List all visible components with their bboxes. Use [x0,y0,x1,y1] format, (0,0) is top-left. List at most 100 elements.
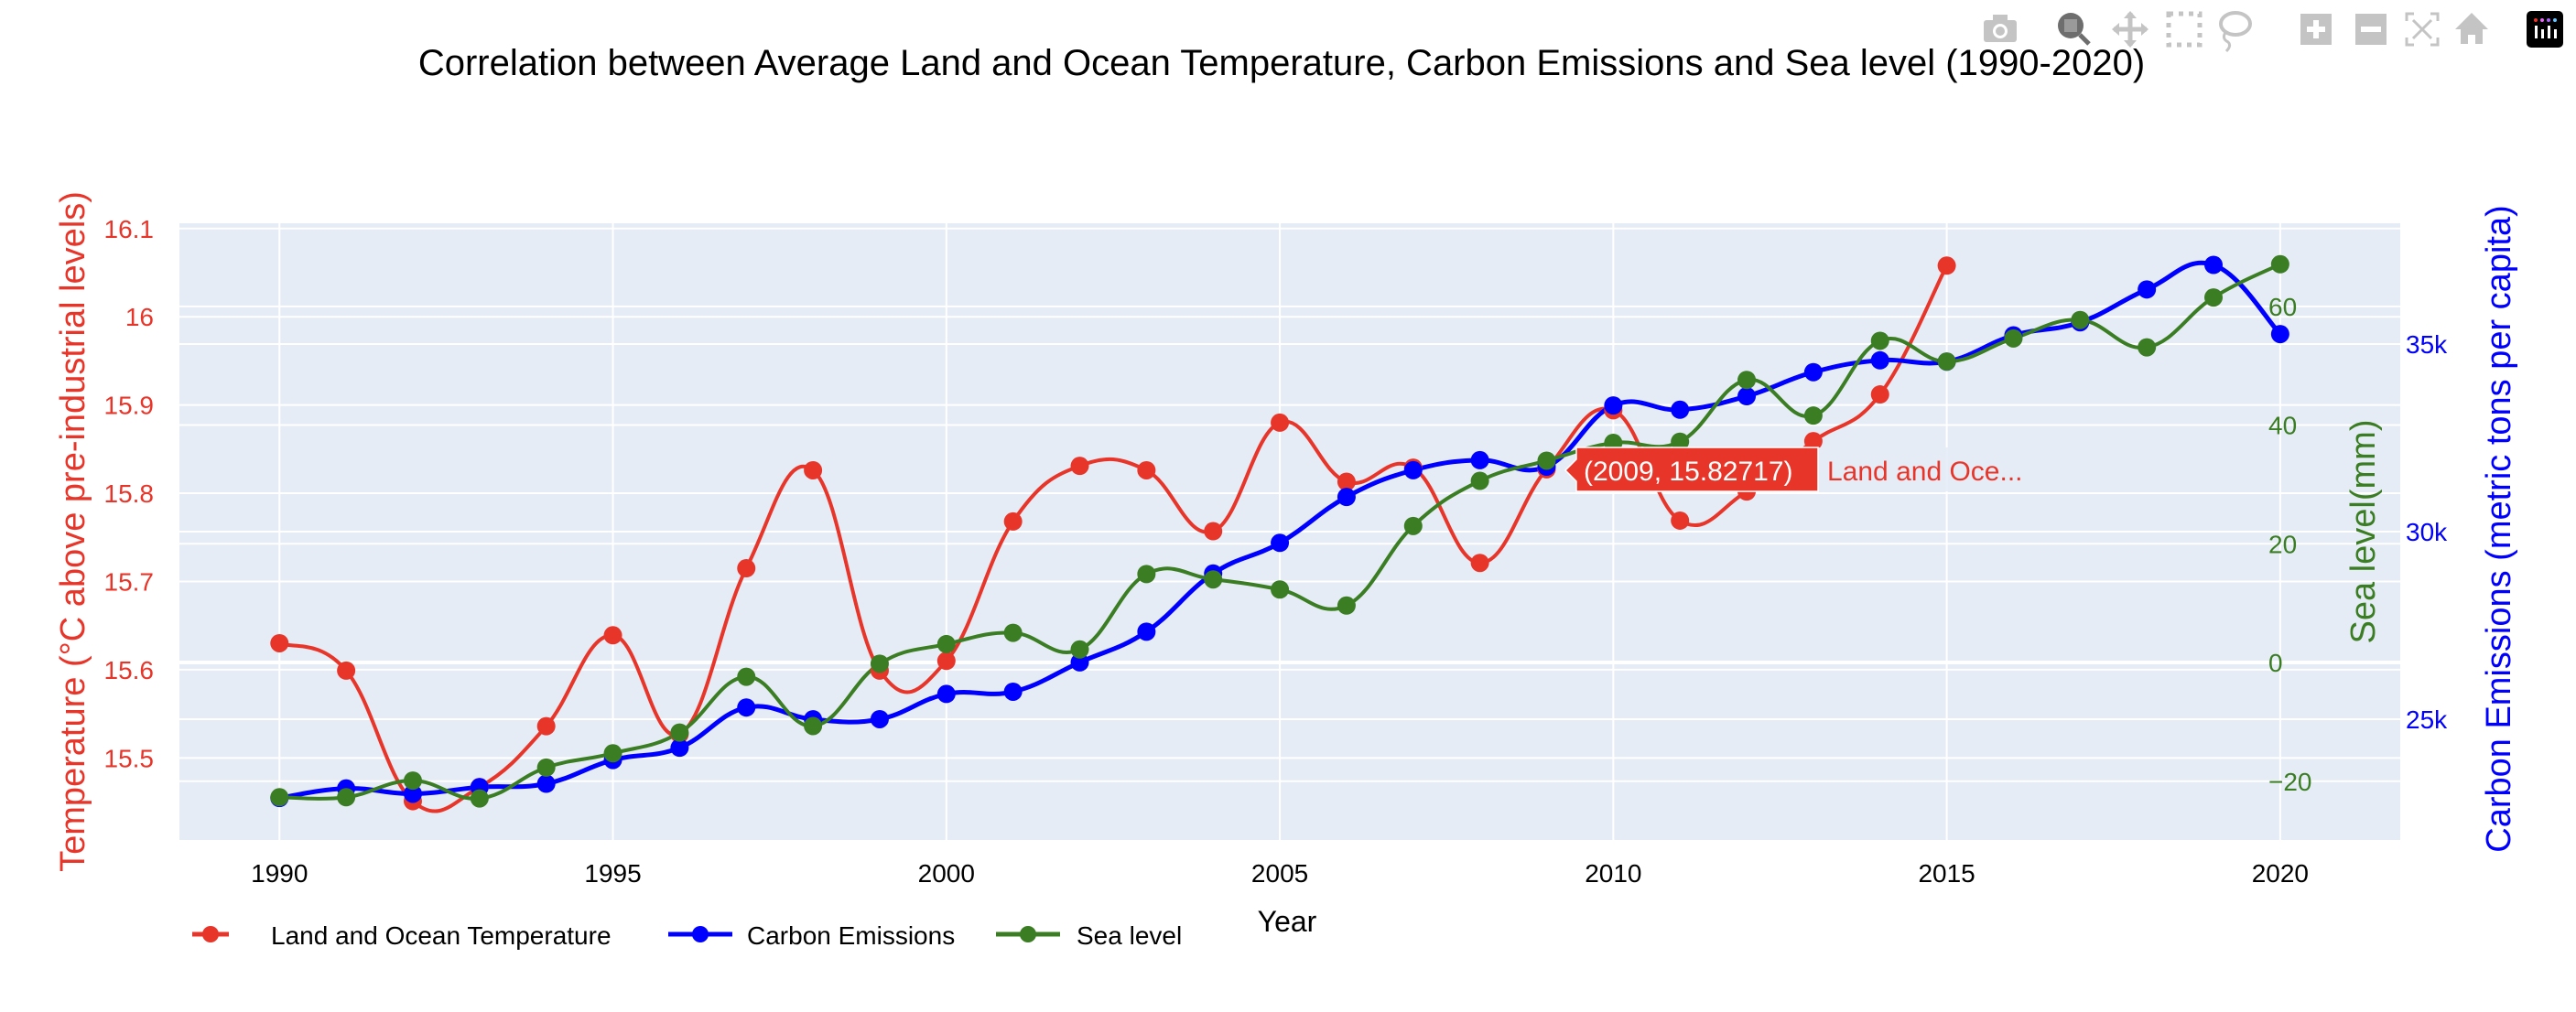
data-point-2[interactable] [936,634,956,653]
data-point-2[interactable] [603,744,622,763]
data-point-2[interactable] [1537,451,1556,470]
x-tick-label: 2020 [2252,859,2309,888]
data-point-2[interactable] [270,788,289,807]
data-point-0[interactable] [737,559,756,578]
tooltip-value: (2009, 15.82717) [1584,457,1793,487]
y2-tick-label: −20 [2268,768,2312,796]
data-point-2[interactable] [1271,580,1290,599]
data-point-2[interactable] [2138,338,2157,357]
data-point-2[interactable] [870,654,889,673]
data-point-2[interactable] [1470,471,1489,490]
zoom-out-icon[interactable] [2355,14,2387,45]
data-point-2[interactable] [1937,352,1956,371]
data-point-0[interactable] [1470,554,1489,573]
data-point-2[interactable] [470,789,489,808]
y2-tick-label: 20 [2268,530,2297,558]
data-point-0[interactable] [270,633,289,652]
x-axis-title: Year [1258,905,1317,938]
data-point-0[interactable] [804,460,823,479]
data-point-2[interactable] [1870,331,1889,350]
lasso-select-icon[interactable] [2219,11,2252,53]
data-point-1[interactable] [870,709,889,728]
data-point-2[interactable] [670,723,689,742]
data-point-1[interactable] [2138,280,2157,299]
data-point-0[interactable] [1803,432,1823,451]
data-point-0[interactable] [1937,256,1956,275]
legend-item-sea-level[interactable]: Sea level [996,921,1182,950]
data-point-0[interactable] [1204,522,1223,541]
data-point-2[interactable] [737,667,756,686]
data-point-1[interactable] [1470,450,1489,469]
data-point-2[interactable] [2204,288,2224,307]
data-point-2[interactable] [2270,254,2289,274]
autoscale-icon[interactable] [2405,12,2440,47]
data-point-2[interactable] [2071,310,2090,329]
zoom-in-icon[interactable] [2300,14,2332,45]
data-point-1[interactable] [1803,362,1823,382]
data-point-2[interactable] [1737,371,1757,390]
plotly-logo-icon[interactable] [2527,11,2563,48]
data-point-0[interactable] [1070,457,1089,476]
data-point-2[interactable] [403,771,422,791]
data-point-0[interactable] [936,651,956,671]
data-point-0[interactable] [1271,413,1290,432]
data-point-1[interactable] [2204,255,2224,275]
zoom-icon[interactable] [2058,13,2091,46]
data-point-1[interactable] [1671,400,1690,419]
data-point-1[interactable] [670,738,689,758]
data-point-1[interactable] [1271,533,1290,553]
data-point-2[interactable] [1671,432,1690,451]
y2-tick-label: 60 [2268,293,2297,321]
y3-tick-label: 25k [2406,705,2448,734]
data-point-2[interactable] [536,758,556,777]
data-point-1[interactable] [403,784,422,803]
data-point-1[interactable] [1003,682,1023,701]
data-point-1[interactable] [1070,652,1089,672]
data-point-1[interactable] [1604,396,1623,415]
y-tick-label: 15.5 [104,744,155,772]
data-point-1[interactable] [737,698,756,717]
camera-icon[interactable] [1984,15,2017,42]
data-point-2[interactable] [1137,565,1156,584]
data-point-0[interactable] [1003,511,1023,531]
data-point-1[interactable] [1403,460,1423,479]
data-point-0[interactable] [536,716,556,736]
legend-item-temperature[interactable]: Land and Ocean Temperature [192,921,612,950]
y-tick-label: 15.6 [104,656,155,684]
legend-label: Sea level [1077,921,1182,950]
pan-icon[interactable] [2112,11,2148,48]
data-point-2[interactable] [337,788,356,807]
data-point-1[interactable] [1337,488,1356,507]
data-point-1[interactable] [1870,350,1889,370]
data-point-2[interactable] [1403,516,1423,535]
box-select-icon[interactable] [2166,11,2203,48]
data-point-2[interactable] [1803,406,1823,425]
data-point-0[interactable] [337,661,356,680]
data-point-0[interactable] [1671,511,1690,530]
data-point-2[interactable] [2004,328,2023,348]
data-point-1[interactable] [2270,325,2289,344]
data-point-0[interactable] [1870,385,1889,404]
data-point-0[interactable] [1137,460,1156,479]
data-point-0[interactable] [1337,472,1356,491]
data-point-0[interactable] [603,626,622,645]
legend-item-carbon[interactable]: Carbon Emissions [668,921,955,950]
data-point-2[interactable] [804,716,823,736]
data-point-1[interactable] [1737,386,1757,405]
gridlines [179,223,2400,840]
series-points [270,254,2289,811]
data-point-2[interactable] [1204,570,1223,589]
data-point-2[interactable] [1003,623,1023,642]
data-point-1[interactable] [1137,622,1156,641]
reset-axes-icon[interactable] [2455,13,2488,44]
data-point-1[interactable] [536,774,556,793]
modebar [1984,11,2563,53]
x-tick-label: 2010 [1585,859,1641,888]
data-point-2[interactable] [1337,596,1356,615]
tooltip-series-label: Land and Oce... [1827,457,2023,487]
y-tick-label: 15.8 [104,479,155,508]
data-point-1[interactable] [936,684,956,704]
chart-title: Correlation between Average Land and Oce… [418,43,2145,83]
data-point-2[interactable] [1070,640,1089,659]
